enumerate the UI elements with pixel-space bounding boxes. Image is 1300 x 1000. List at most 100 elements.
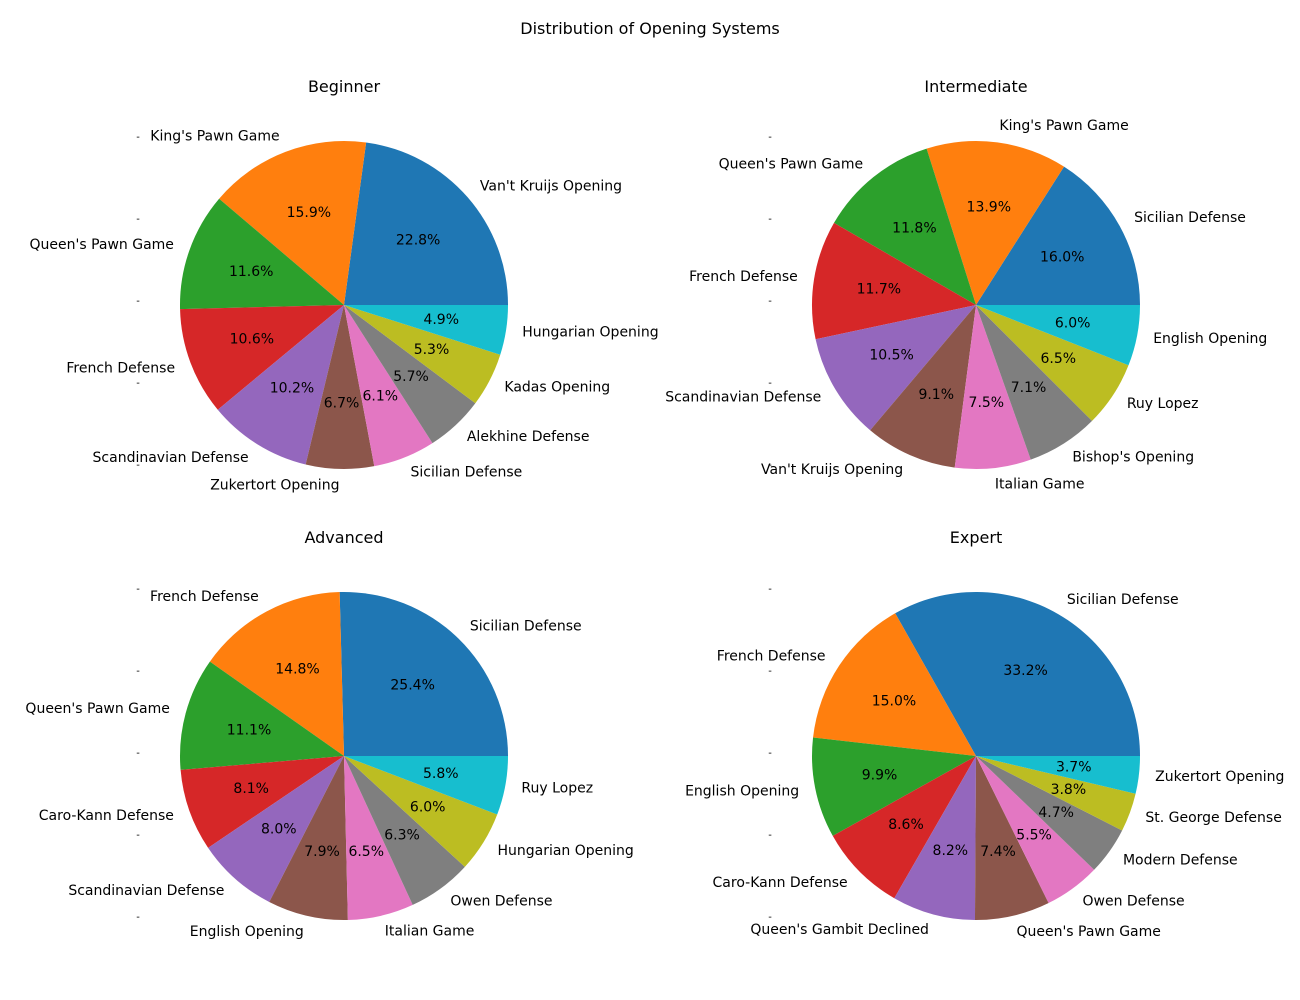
pie-label-beginner-scandinavian-defense: Scandinavian Defense [93,450,249,466]
axis-tick-mark: - [136,132,140,143]
pie-value-label-expert-owen-defense: 5.5% [1016,827,1052,843]
pie-slice-expert-sicilian-defense [895,591,1140,756]
pie-label-intermediate-scandinavian-defense: Scandinavian Defense [665,390,821,406]
pie-slice-beginner-sicilian-defense [344,305,433,467]
pie-slice-advanced-french-defense [209,592,344,756]
pie-value-label-intermediate-french-defense: 11.7% [857,282,901,298]
pie-value-label-beginner-scandinavian-defense: 10.2% [270,381,314,397]
pie-slice-expert-st-george-defense [976,756,1136,831]
pie-label-advanced-english-opening: English Opening [190,924,304,940]
pie-label-advanced-caro-kann-defense: Caro-Kann Defense [39,808,174,824]
pie-label-beginner-sicilian-defense: Sicilian Defense [411,465,523,481]
axis-tick-mark: - [768,132,772,143]
pie-slice-expert-english-opening [812,737,976,836]
pie-slice-beginner-kadas-opening [344,305,501,404]
pie-label-beginner-kadas-opening: Kadas Opening [504,380,610,396]
pie-value-label-beginner-kadas-opening: 5.3% [414,342,450,358]
pie-panel-expert: - - - - - Expert Sicilian Defense 33.2% French D… [685,528,1284,940]
pie-label-expert-st-george-defense: St. George Defense [1145,810,1281,826]
pie-label-expert-caro-kann-defense: Caro-Kann Defense [713,875,848,891]
figure-title: Distribution of Opening Systems [520,19,780,38]
pie-value-label-expert-st-george-defense: 3.8% [1051,782,1087,798]
axis-tick-mark: - [136,912,140,923]
pie-slice-intermediate-van-t-kruijs-opening [870,305,976,468]
pie-label-beginner-queen-s-pawn-game: Queen's Pawn Game [29,237,173,253]
pie-label-expert-sicilian-defense: Sicilian Defense [1067,592,1179,608]
pie-label-advanced-ruy-lopez: Ruy Lopez [521,781,593,797]
pie-slice-expert-queen-s-pawn-game [974,756,1049,921]
axis-tick-mark: - [768,584,772,595]
pie-value-label-intermediate-italian-game: 7.5% [969,395,1005,411]
pie-slice-beginner-queen-s-pawn-game [179,198,344,310]
pie-label-expert-english-opening: English Opening [685,783,799,799]
pie-label-beginner-hungarian-opening: Hungarian Opening [522,325,658,341]
pie-label-advanced-owen-defense: Owen Defense [450,894,552,910]
axis-tick-mark: - [136,830,140,841]
pie-panel-intermediate: - - - - - Intermediate Sicilian Defense 16.0% Ki… [665,77,1267,492]
pie-value-label-advanced-scandinavian-defense: 8.0% [261,822,297,838]
pie-label-intermediate-sicilian-defense: Sicilian Defense [1134,210,1246,226]
pie-value-label-intermediate-ruy-lopez: 6.5% [1040,351,1076,367]
pie-value-label-intermediate-sicilian-defense: 16.0% [1040,250,1084,266]
pie-label-intermediate-bishop-s-opening: Bishop's Opening [1072,450,1194,466]
pie-label-advanced-italian-game: Italian Game [385,924,475,940]
pie-slice-advanced-hungarian-opening [344,756,498,867]
pie-value-label-advanced-owen-defense: 6.3% [384,827,420,843]
axis-tick-mark: - [768,912,772,923]
pie-label-advanced-queen-s-pawn-game: Queen's Pawn Game [25,701,169,717]
pie-label-intermediate-van-t-kruijs-opening: Van't Kruijs Opening [761,462,903,478]
pie-value-label-intermediate-queen-s-pawn-game: 11.8% [892,220,936,236]
axis-tick-mark: - [768,214,772,225]
pie-slice-advanced-owen-defense [344,756,465,905]
pie-value-label-beginner-hungarian-opening: 4.9% [423,312,459,328]
pie-value-label-advanced-french-defense: 14.8% [275,661,319,677]
pie-panels: - - - - - Beginner Van't Kruijs Opening 22.8% Ki… [25,77,1284,940]
axis-tick-mark: - [768,378,772,389]
pie-slice-intermediate-english-opening [976,305,1140,366]
pie-slice-intermediate-italian-game [954,305,1031,469]
pie-label-intermediate-ruy-lopez: Ruy Lopez [1127,396,1199,412]
pie-label-expert-french-defense: French Defense [717,648,826,664]
pie-value-label-expert-zukertort-opening: 3.7% [1056,759,1092,775]
axis-tick-mark: - [768,296,772,307]
pie-value-label-intermediate-scandinavian-defense: 10.5% [869,348,913,364]
axis-tick-mark: - [136,460,140,471]
pie-label-beginner-alekhine-defense: Alekhine Defense [467,429,590,445]
pie-value-label-advanced-english-opening: 7.9% [304,844,340,860]
axis-tick-mark: - [768,748,772,759]
pie-slice-advanced-ruy-lopez [344,756,508,815]
pie-value-label-beginner-king-s-pawn-game: 15.9% [287,205,331,221]
pie-slice-intermediate-king-s-pawn-game [926,141,1065,305]
axis-tick-mark: - [136,748,140,759]
pie-value-label-expert-english-opening: 9.9% [862,767,898,783]
pie-slice-advanced-queen-s-pawn-game [179,661,344,770]
pie-value-label-expert-modern-defense: 4.7% [1038,805,1074,821]
pie-value-label-intermediate-english-opening: 6.0% [1055,315,1091,331]
axis-tick-mark: - [136,214,140,225]
pie-value-label-beginner-zukertort-opening: 6.7% [324,395,360,411]
pie-slice-advanced-scandinavian-defense [208,756,344,902]
pie-label-intermediate-king-s-pawn-game: King's Pawn Game [999,118,1128,134]
pie-value-label-expert-sicilian-defense: 33.2% [1003,663,1047,679]
pie-value-label-expert-caro-kann-defense: 8.6% [888,817,924,833]
pie-slice-beginner-king-s-pawn-game [219,141,367,305]
pie-label-intermediate-queen-s-pawn-game: Queen's Pawn Game [719,156,863,172]
pie-value-label-advanced-sicilian-defense: 25.4% [390,678,434,694]
pie-value-label-expert-queen-s-pawn-game: 7.4% [980,844,1016,860]
axis-tick-mark: - [136,296,140,307]
pie-slice-beginner-french-defense [180,305,344,410]
pie-panel-advanced: - - - - - Advanced Sicilian Defense 25.4% French… [25,528,633,940]
axis-tick-mark: - [136,584,140,595]
pie-label-expert-queen-s-pawn-game: Queen's Pawn Game [1016,924,1160,940]
pie-label-advanced-hungarian-opening: Hungarian Opening [497,843,633,859]
pie-label-intermediate-english-opening: English Opening [1153,331,1267,347]
pie-value-label-beginner-queen-s-pawn-game: 11.6% [229,264,273,280]
axis-tick-mark: - [768,666,772,677]
pie-label-expert-zukertort-opening: Zukertort Opening [1155,769,1284,785]
pie-value-label-intermediate-king-s-pawn-game: 13.9% [967,199,1011,215]
pie-label-beginner-french-defense: French Defense [66,360,175,376]
pie-slice-expert-modern-defense [976,756,1123,870]
pie-value-label-expert-queen-s-gambit-declined: 8.2% [933,843,969,859]
axis-tick-mark: - [768,460,772,471]
